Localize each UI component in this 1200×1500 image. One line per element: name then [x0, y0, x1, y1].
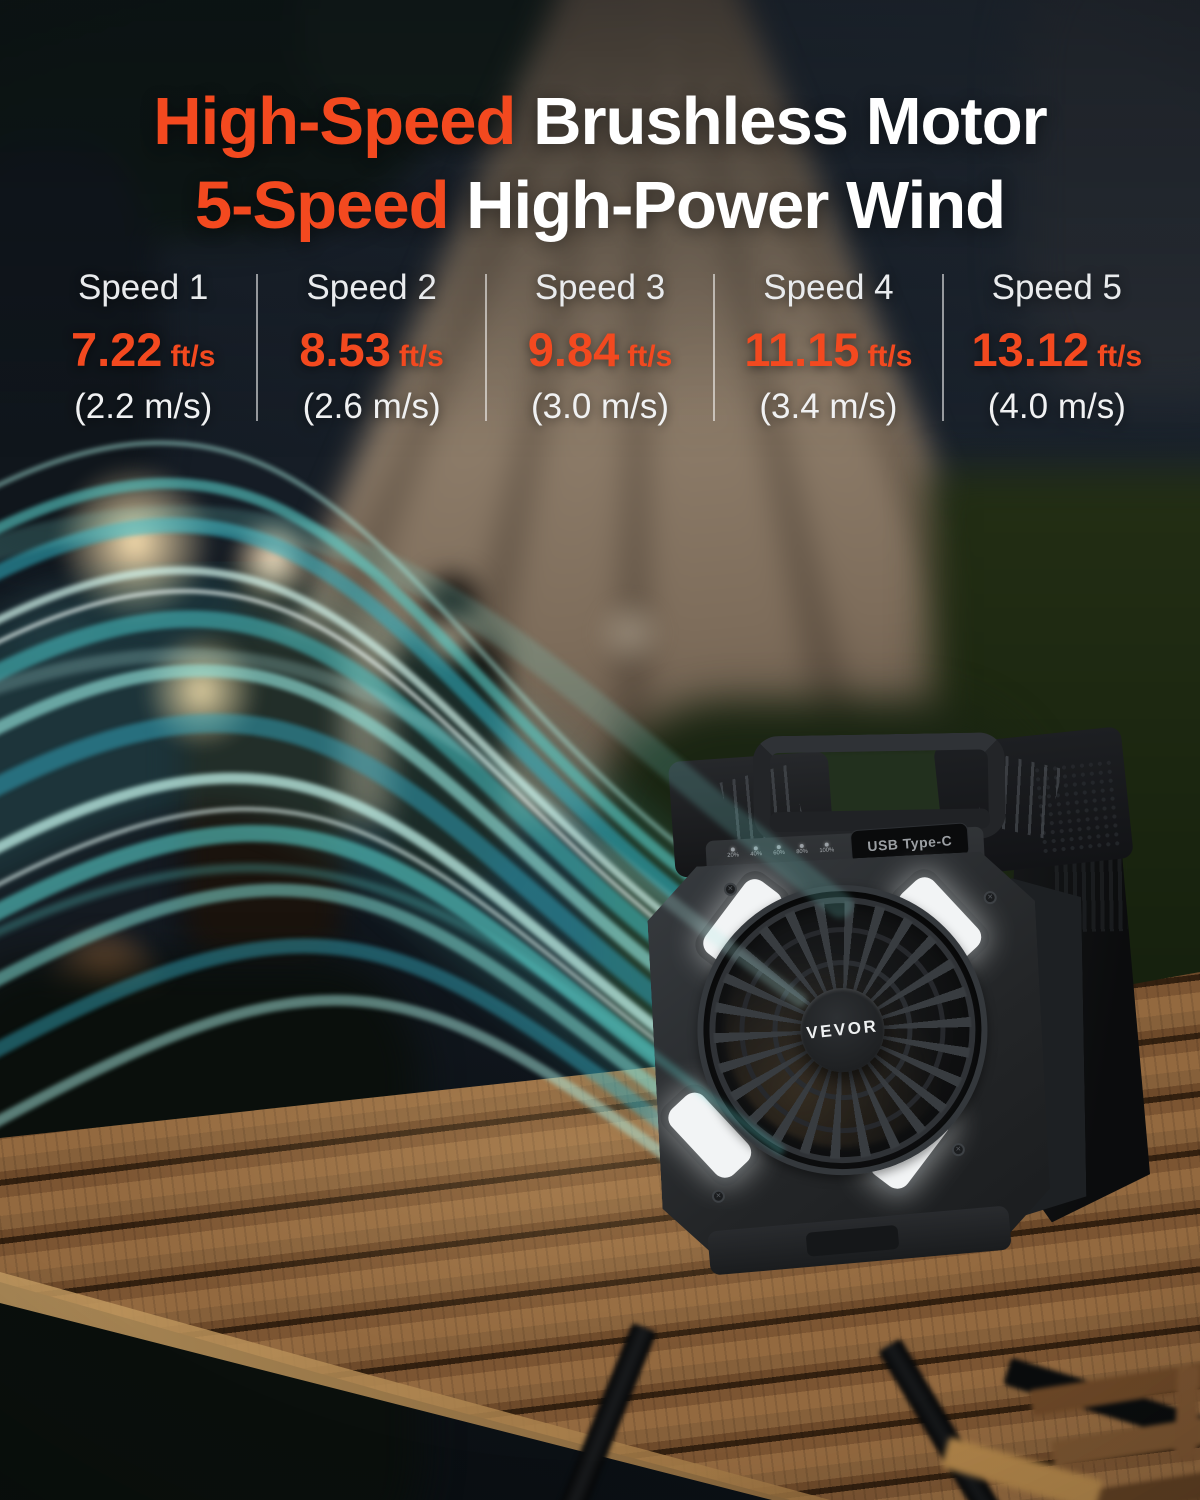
speed-column-5: Speed 5 13.12 ft/s (4.0 m/s): [944, 268, 1170, 427]
photo-grade: [0, 0, 1200, 460]
column-divider: [484, 274, 487, 421]
headline: High-Speed Brushless Motor 5-Speed High-…: [0, 80, 1200, 248]
speed-metric: (4.0 m/s): [987, 387, 1126, 426]
speed-column-3: Speed 3 9.84 ft/s (3.0 m/s): [487, 268, 713, 427]
speed-metric: (3.0 m/s): [530, 387, 670, 426]
speed-unit: ft/s: [867, 340, 913, 373]
speed-number: 7.22: [70, 323, 163, 376]
speed-value: 7.22 ft/s: [30, 322, 256, 377]
headline-rest: High-Power Wind: [448, 168, 1006, 243]
speed-number: 11.15: [744, 323, 860, 376]
speed-value: 11.15 ft/s: [715, 322, 941, 377]
speed-value: 8.53 ft/s: [258, 322, 484, 377]
speed-unit: ft/s: [398, 340, 444, 373]
headline-line-2: 5-Speed High-Power Wind: [0, 164, 1200, 248]
column-divider: [256, 274, 259, 421]
column-divider: [941, 274, 944, 421]
speed-number: 13.12: [971, 323, 1090, 376]
headline-line-1: High-Speed Brushless Motor: [0, 80, 1200, 164]
speed-unit: ft/s: [170, 340, 216, 373]
speed-value: 9.84 ft/s: [487, 322, 713, 377]
headline-accent: High-Speed: [153, 84, 516, 159]
speed-metric: (2.2 m/s): [74, 387, 213, 426]
speed-metric: (2.6 m/s): [302, 387, 441, 426]
speed-column-2: Speed 2 8.53 ft/s (2.6 m/s): [258, 268, 484, 427]
speed-number: 9.84: [527, 323, 620, 376]
headline-accent: 5-Speed: [194, 168, 450, 243]
speed-unit: ft/s: [627, 340, 673, 373]
speed-number: 8.53: [299, 323, 391, 376]
speed-label: Speed 5: [991, 268, 1123, 307]
speed-column-4: Speed 4 11.15 ft/s (3.4 m/s): [715, 268, 941, 427]
speed-label: Speed 1: [78, 268, 209, 307]
night-sky: [1020, 0, 1200, 400]
speed-value: 13.12 ft/s: [944, 322, 1170, 377]
speed-label: Speed 2: [306, 268, 437, 307]
headline-rest: Brushless Motor: [515, 84, 1048, 159]
speed-label: Speed 3: [534, 268, 666, 307]
speed-metric: (3.4 m/s): [759, 387, 898, 426]
speed-table: Speed 1 7.22 ft/s (2.2 m/s) Speed 2 8.53 f…: [30, 268, 1170, 427]
speed-column-1: Speed 1 7.22 ft/s (2.2 m/s): [30, 268, 256, 427]
column-divider: [713, 274, 716, 421]
speed-label: Speed 4: [763, 268, 894, 307]
speed-unit: ft/s: [1097, 340, 1143, 373]
